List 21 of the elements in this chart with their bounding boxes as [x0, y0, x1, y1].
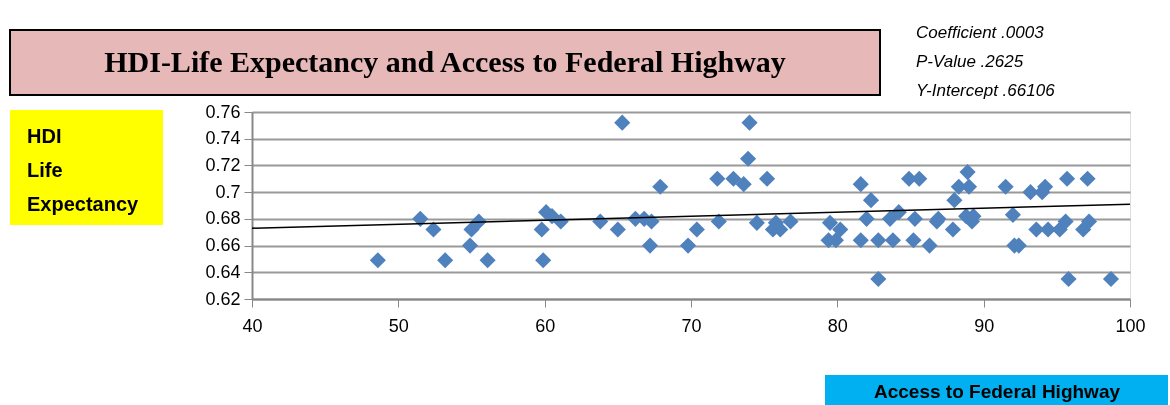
x-tick-label: 60: [535, 315, 556, 336]
x-tick-label: 50: [388, 315, 409, 336]
text: P-Value .2625: [916, 52, 1024, 71]
x-tick-label: 100: [1115, 315, 1146, 336]
x-tick-label: 90: [974, 315, 995, 336]
y-tick-label: 0.64: [205, 261, 241, 282]
text: Y-Intercept .66106: [916, 81, 1056, 100]
chart-title: HDI-Life Expectancy and Access to Federal Highway: [104, 45, 786, 78]
x-tick-label: 80: [827, 315, 848, 336]
y-tick-label: 0.76: [205, 101, 241, 122]
x-tick-label: 40: [242, 315, 263, 336]
y-tick-label: 0.74: [205, 128, 241, 149]
y-tick-label: 0.66: [205, 235, 241, 256]
x-tick-label: 70: [681, 315, 702, 336]
text: Coefficient .0003: [916, 23, 1045, 42]
x-axis-title: Access to Federal Highway: [873, 381, 1121, 402]
y-tick-label: 0.68: [205, 208, 241, 229]
y-tick-label: 0.7: [215, 181, 241, 202]
y-axis-title: HDI Life Expectancy: [27, 125, 140, 215]
y-tick-label: 0.62: [205, 288, 241, 309]
y-tick-label: 0.72: [205, 154, 241, 175]
